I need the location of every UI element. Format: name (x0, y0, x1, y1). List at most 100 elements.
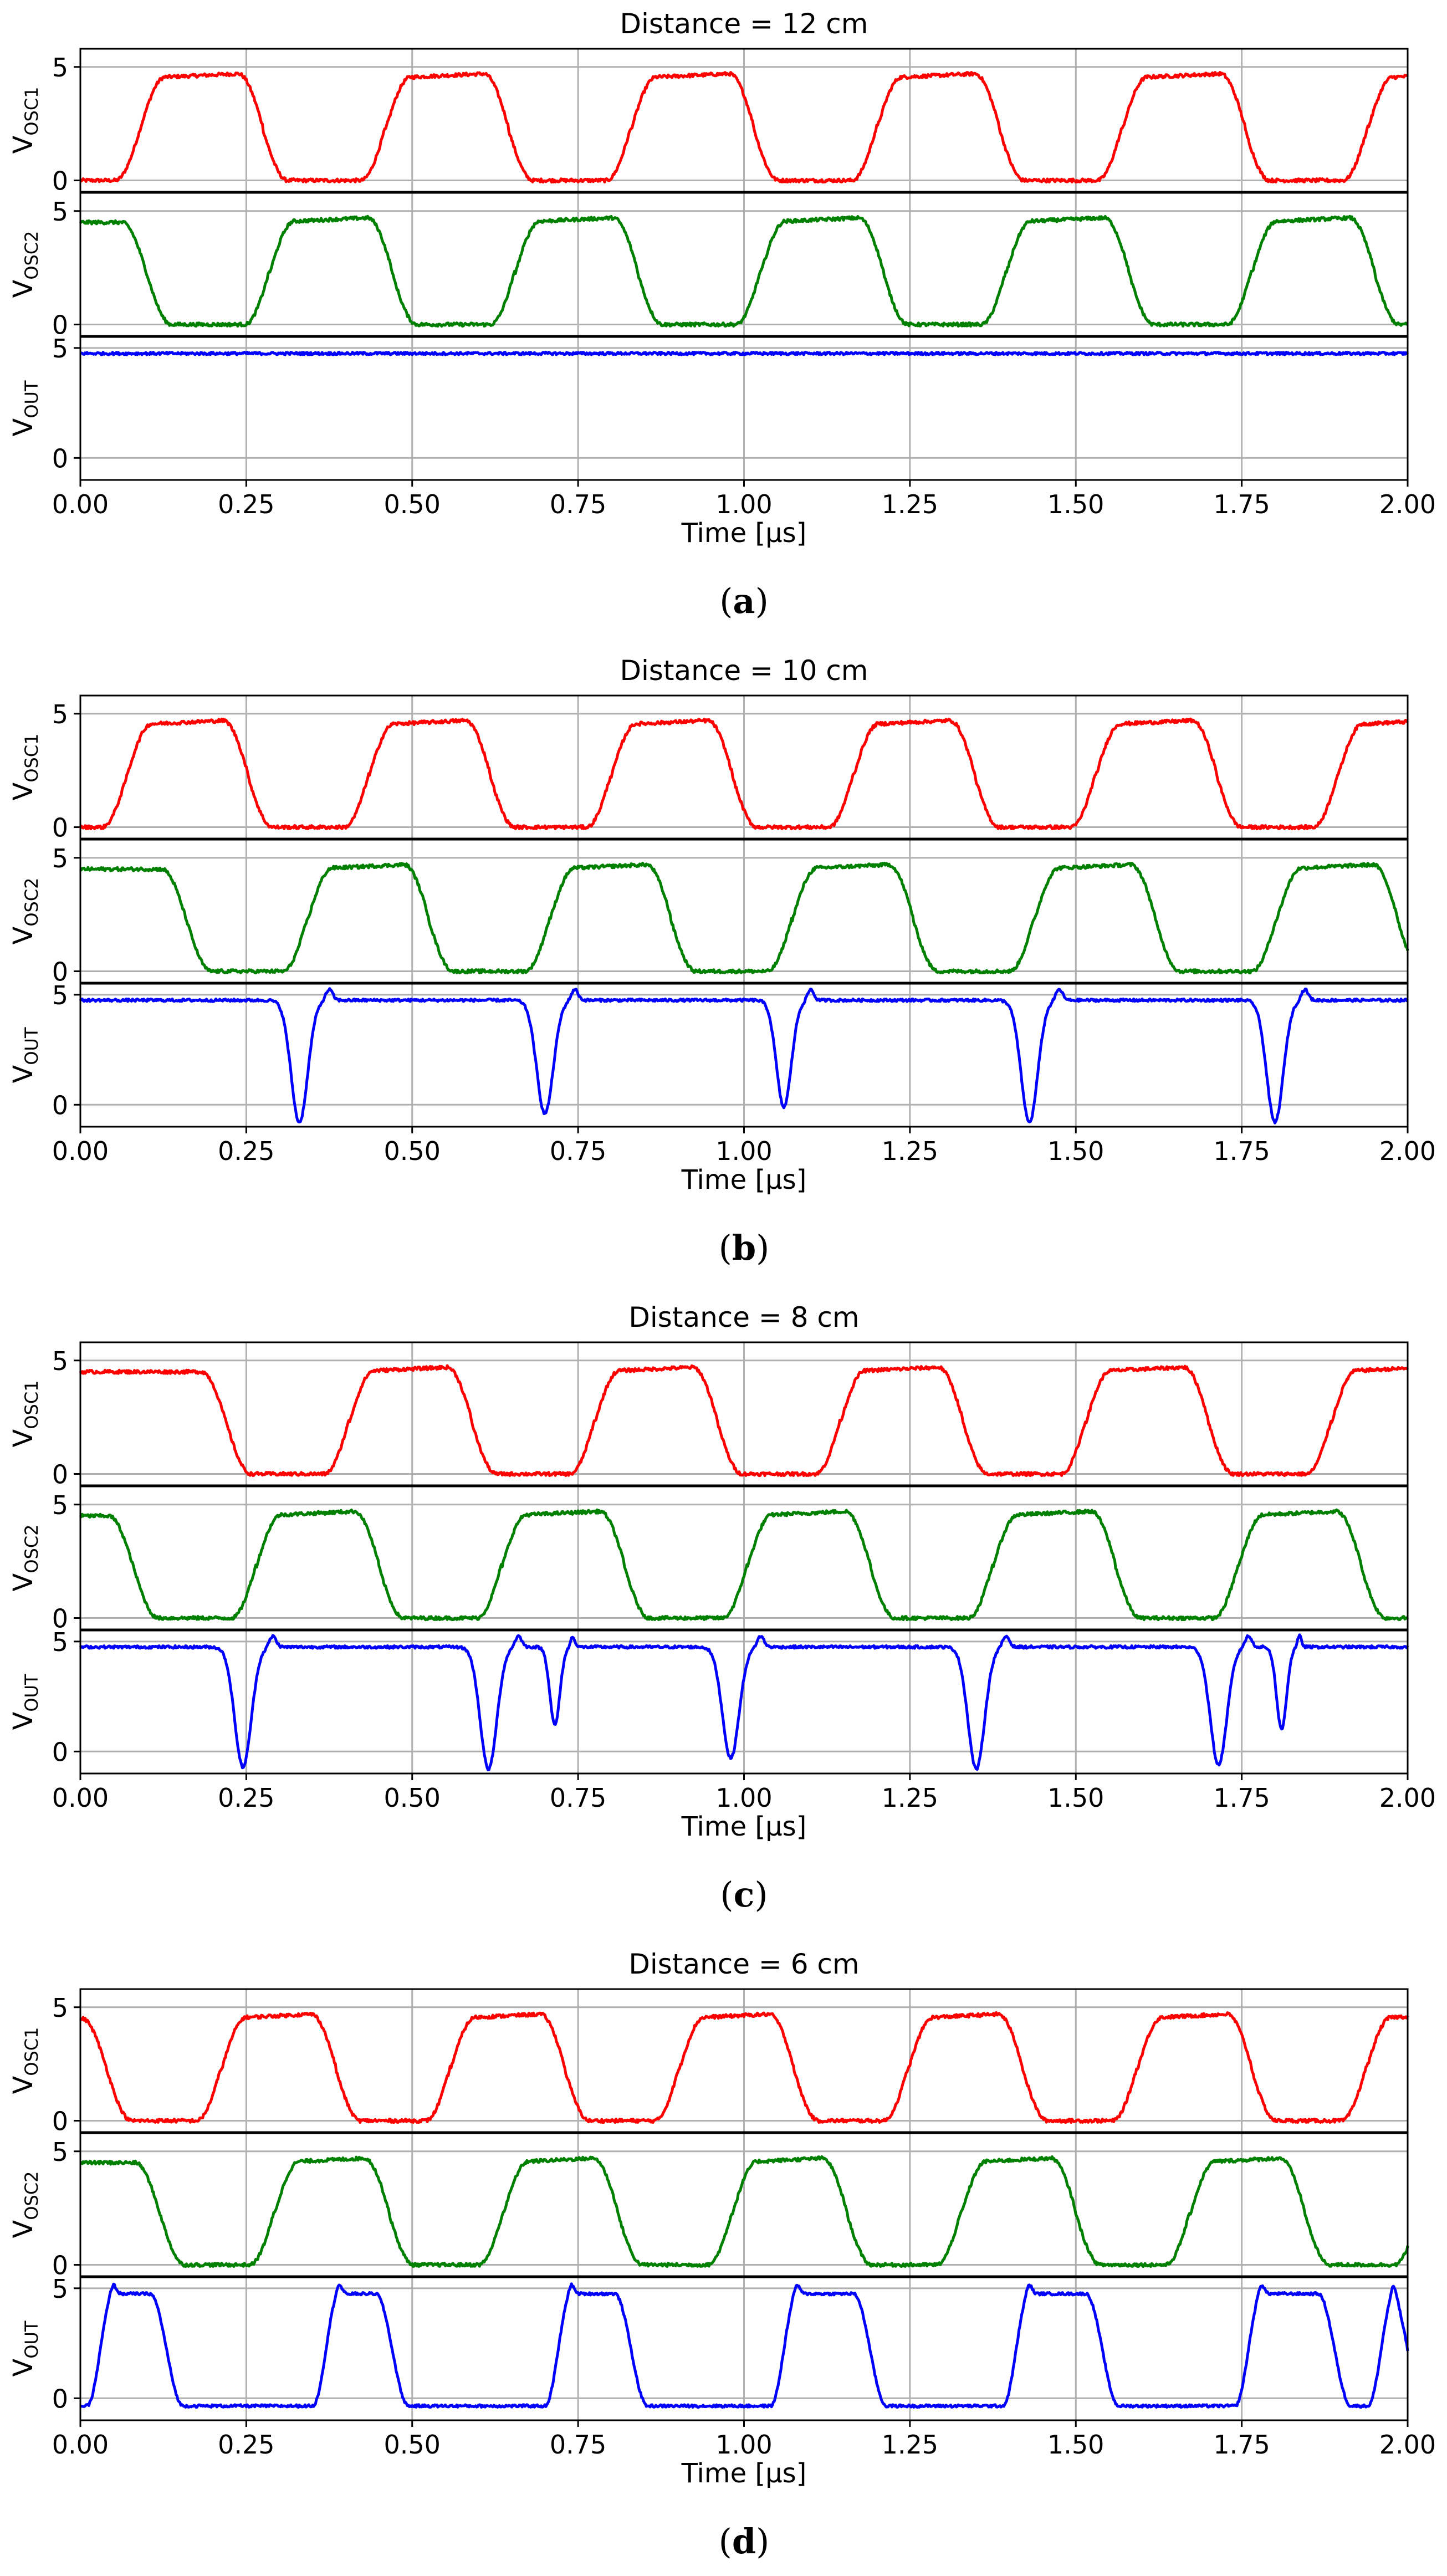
x-tick-label: 1.50 (1047, 2430, 1104, 2460)
subplot-vout: 0 5 VOUT (8, 1627, 1409, 1775)
subplot-vosc2: 0 5 VOSC2 (8, 839, 1409, 987)
x-tick-label: 0.75 (550, 1136, 606, 1166)
y-tick-label: 5 (52, 1346, 68, 1376)
x-tick-label: 1.25 (882, 489, 938, 519)
y-tick-label: 5 (52, 980, 68, 1010)
axes-frame (79, 1485, 1409, 1631)
subplot-vosc1: 0 5 VOSC1 (8, 1341, 1409, 1490)
series-vosc2 (79, 861, 1409, 975)
y-axis-label: VOSC2 (8, 231, 42, 298)
x-tick-label: 0.00 (52, 489, 109, 519)
series-vosc2 (79, 214, 1408, 328)
panel-title: Distance = 12 cm (620, 8, 868, 40)
series-vout (79, 1633, 1409, 1771)
x-tick-label: 1.75 (1213, 2430, 1270, 2460)
x-tick-label: 0.00 (52, 1136, 109, 1166)
x-axis-label: Time [μs] (681, 2458, 807, 2489)
panel-caption: (c) (720, 1874, 768, 1915)
x-tick-label: 0.25 (218, 489, 274, 519)
y-axis-label: VOUT (8, 380, 42, 436)
y-tick-label: 0 (52, 957, 68, 987)
x-tick-label: 1.50 (1047, 1783, 1104, 1813)
y-tick-label: 0 (52, 166, 68, 196)
series-vosc1 (79, 1364, 1409, 1478)
x-tick-label: 1.50 (1047, 489, 1104, 519)
y-tick-label: 5 (52, 197, 68, 227)
panel-caption: (a) (719, 581, 769, 621)
panel-title: Distance = 8 cm (628, 1301, 859, 1333)
x-axis-label: Time [μs] (681, 1811, 807, 1842)
x-tick-label: 1.75 (1213, 1136, 1270, 1166)
y-tick-label: 0 (52, 1460, 68, 1490)
y-tick-label: 5 (52, 1490, 68, 1520)
axes-frame (79, 2132, 1409, 2277)
y-tick-label: 0 (52, 310, 68, 340)
x-tick-label: 0.75 (550, 1783, 606, 1813)
y-tick-label: 0 (52, 443, 68, 473)
axes-frame (79, 192, 1409, 337)
x-tick-label: 0.00 (52, 1783, 109, 1813)
y-axis-label: VOSC1 (8, 1380, 42, 1447)
series-vosc1 (79, 2011, 1409, 2124)
x-tick-label: 0.50 (384, 2430, 441, 2460)
y-axis-label: VOUT (8, 1674, 42, 1730)
y-tick-label: 5 (52, 53, 68, 83)
panel-title: Distance = 6 cm (628, 1948, 859, 1980)
x-tick-label: 2.00 (1379, 1136, 1436, 1166)
x-tick-label: 1.00 (715, 1136, 772, 1166)
subplot-vosc2: 0 5 VOSC2 (8, 2132, 1409, 2281)
x-tick-label: 1.00 (715, 2430, 772, 2460)
x-tick-label: 0.00 (52, 2430, 109, 2460)
y-tick-label: 5 (52, 2274, 68, 2304)
y-axis-label: VOSC2 (8, 2171, 42, 2238)
y-tick-label: 5 (52, 1627, 68, 1657)
y-tick-label: 0 (52, 1090, 68, 1120)
subplot-vout: 0 5 VOUT (8, 334, 1409, 481)
panel-a: Distance = 12 cm05VOSC105VOSC205VOUT0.00… (8, 8, 1436, 621)
x-tick-label: 1.25 (882, 2430, 938, 2460)
x-tick-label: 0.25 (218, 2430, 274, 2460)
x-tick-label: 0.25 (218, 1136, 274, 1166)
subplot-vout: 0 5 VOUT (8, 2274, 1409, 2421)
x-tick-label: 1.75 (1213, 1783, 1270, 1813)
x-tick-label: 1.25 (882, 1136, 938, 1166)
y-axis-label: VOUT (8, 1027, 42, 1083)
subplot-vosc1: 0 5 VOSC1 (8, 48, 1409, 196)
y-tick-label: 0 (52, 1737, 68, 1767)
x-tick-label: 0.75 (550, 2430, 606, 2460)
panel-caption: (d) (719, 2521, 770, 2562)
y-tick-label: 0 (52, 1604, 68, 1634)
y-axis-label: VOSC1 (8, 86, 42, 154)
y-tick-label: 0 (52, 2251, 68, 2281)
series-vout (80, 350, 1409, 356)
x-tick-label: 0.50 (384, 489, 441, 519)
y-axis-label: VOUT (8, 2321, 42, 2376)
axes-frame (79, 839, 1409, 984)
axes-frame (79, 1988, 1409, 2133)
series-vosc2 (79, 2155, 1409, 2268)
x-tick-label: 1.75 (1213, 489, 1270, 519)
y-tick-label: 5 (52, 2137, 68, 2167)
subplot-vosc1: 0 5 VOSC1 (8, 1988, 1409, 2137)
series-vosc1 (79, 71, 1408, 184)
subplot-vosc1: 0 5 VOSC1 (8, 694, 1409, 843)
x-tick-label: 2.00 (1379, 1783, 1436, 1813)
series-vout (79, 2282, 1409, 2409)
x-tick-label: 2.00 (1379, 2430, 1436, 2460)
y-tick-label: 5 (52, 334, 68, 364)
subplot-vout: 0 5 VOUT (8, 980, 1409, 1128)
subplot-vosc2: 0 5 VOSC2 (8, 1485, 1409, 1634)
y-axis-label: VOSC2 (8, 1524, 42, 1591)
axes-frame (79, 48, 1409, 193)
x-tick-label: 2.00 (1379, 489, 1436, 519)
y-tick-label: 0 (52, 813, 68, 843)
y-axis-label: VOSC2 (8, 877, 42, 944)
y-tick-label: 5 (52, 699, 68, 729)
series-vosc2 (79, 1508, 1409, 1622)
axes-frame (79, 1341, 1409, 1486)
x-tick-label: 0.50 (384, 1783, 441, 1813)
x-tick-label: 1.50 (1047, 1136, 1104, 1166)
